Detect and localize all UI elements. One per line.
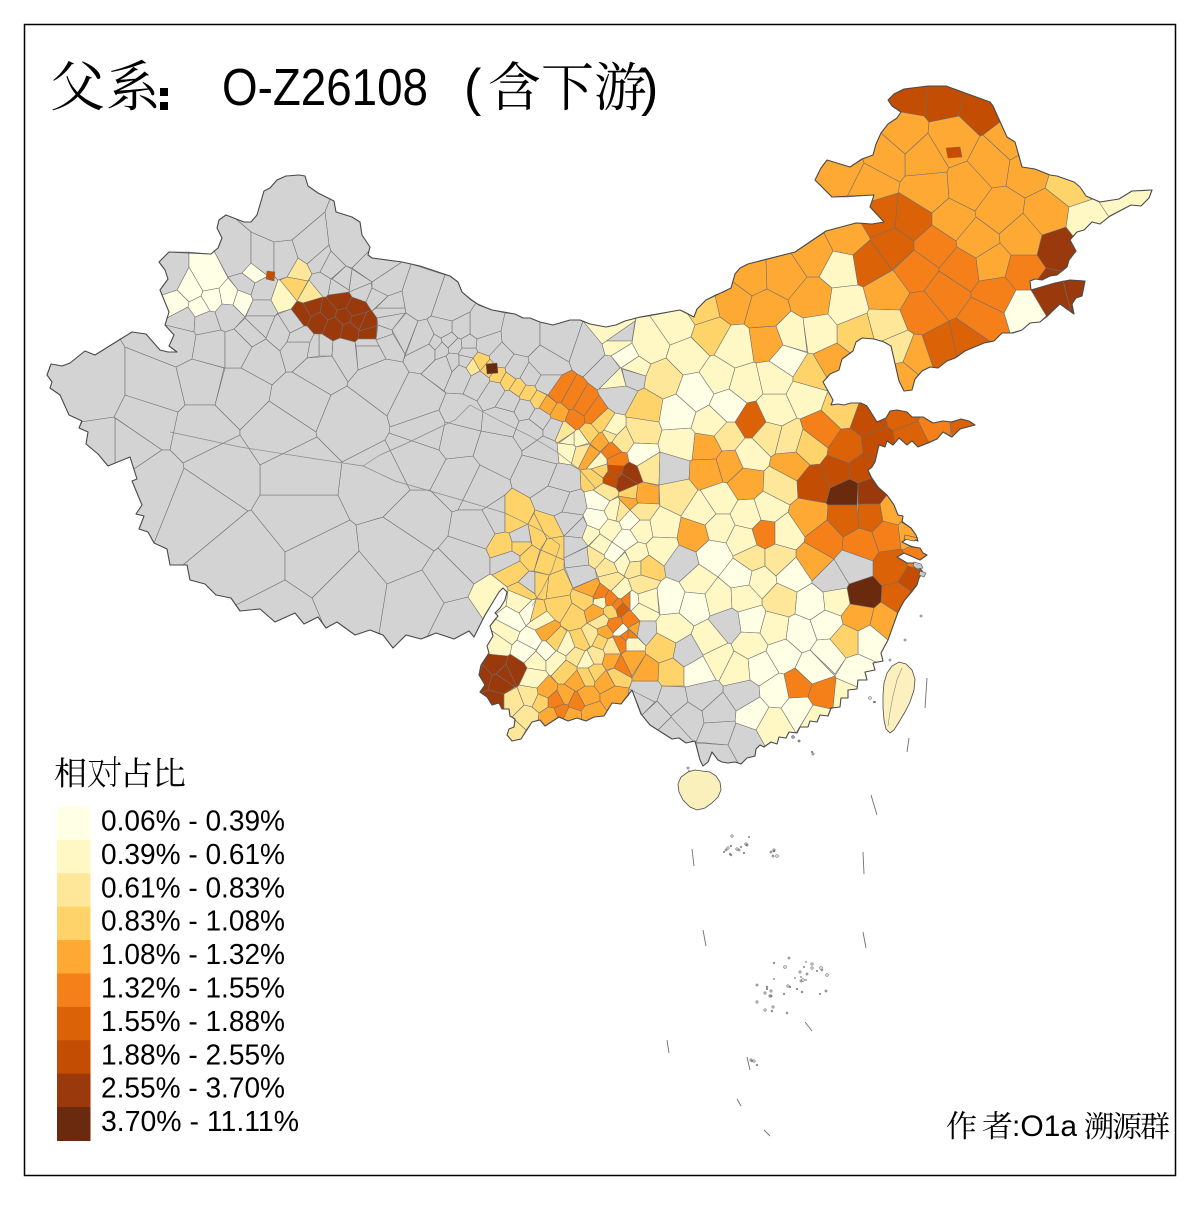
svg-text:2.55% - 3.70%: 2.55% - 3.70% [101,1073,285,1105]
svg-text:0.61% - 0.83%: 0.61% - 0.83% [101,872,285,904]
svg-text:0.39% - 0.61%: 0.39% - 0.61% [101,839,285,871]
svg-text:1.88% - 2.55%: 1.88% - 2.55% [101,1039,285,1071]
svg-text:0.06% - 0.39%: 0.06% - 0.39% [101,806,285,838]
svg-text:1.32% - 1.55%: 1.32% - 1.55% [101,973,285,1005]
svg-text:1.55% - 1.88%: 1.55% - 1.88% [101,1006,285,1038]
svg-text:O-Z26108: O-Z26108 [222,59,428,117]
svg-text:3.70% - 11.11%: 3.70% - 11.11% [101,1106,299,1138]
svg-text:0.83% - 1.08%: 0.83% - 1.08% [101,906,285,938]
svg-text:(: ( [464,59,482,117]
svg-text:): ) [641,59,658,117]
svg-text:1.08% - 1.32%: 1.08% - 1.32% [101,939,285,971]
svg-text::O1a: :O1a [1012,1110,1077,1143]
